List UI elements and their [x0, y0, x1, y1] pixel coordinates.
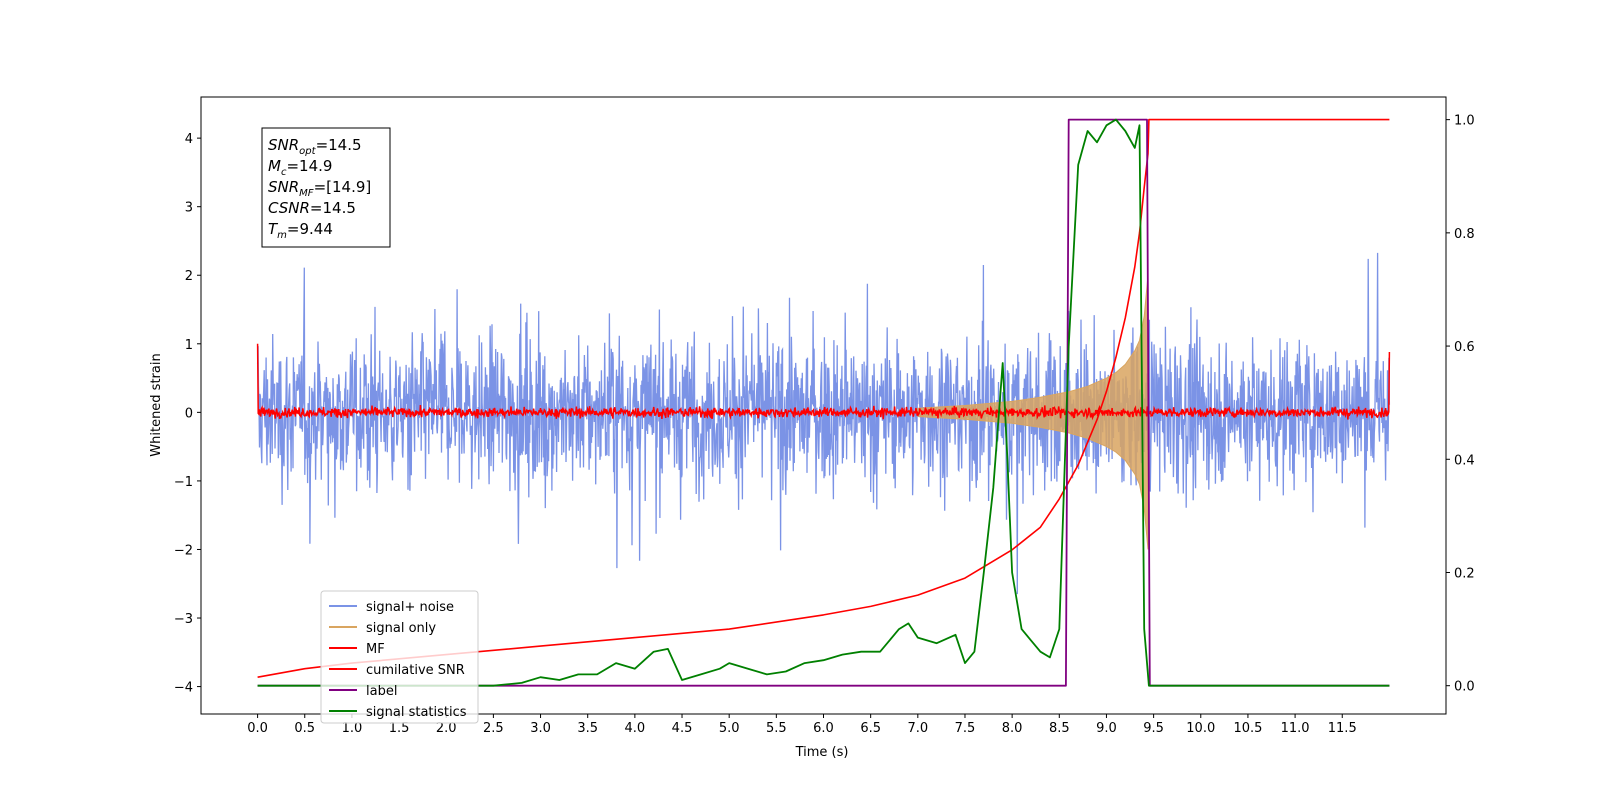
- y2-tick-label: 0.2: [1454, 566, 1475, 581]
- x-tick-label: 2.0: [436, 721, 457, 736]
- x-tick-label: 9.0: [1096, 721, 1117, 736]
- x-tick-label: 1.5: [389, 721, 410, 736]
- x-tick-label: 1.0: [342, 721, 363, 736]
- x-tick-label: 0.5: [294, 721, 315, 736]
- x-tick-label: 8.5: [1049, 721, 1070, 736]
- legend-label: signal+ noise: [366, 600, 454, 615]
- x-tick-label: 5.5: [766, 721, 787, 736]
- y-tick-label: 3: [185, 201, 193, 216]
- info-box-line: Mc=14.9: [268, 157, 332, 178]
- info-box-frame: [261, 127, 391, 248]
- series-signal-noise: [256, 252, 1391, 595]
- series-signal-only: [917, 275, 1149, 550]
- legend-label: MF: [366, 642, 385, 657]
- x-tick-label: 3.0: [530, 721, 551, 736]
- info-box-line: SNRMF=[14.9]: [268, 178, 371, 199]
- x-tick-label: 6.0: [813, 721, 834, 736]
- y-tick-label: 1: [185, 338, 193, 353]
- x-tick-label: 6.5: [860, 721, 881, 736]
- x-tick-label: 5.0: [719, 721, 740, 736]
- y-axis-label: Whitened strain: [149, 353, 164, 456]
- x-tick-label: 4.5: [672, 721, 693, 736]
- series-signal-statistics: [257, 118, 1390, 687]
- x-tick-label: 3.5: [577, 721, 598, 736]
- y2-tick-label: 0.0: [1454, 680, 1475, 695]
- y-tick-label: 0: [185, 406, 193, 421]
- x-tick-label: 9.5: [1143, 721, 1164, 736]
- y2-tick-label: 0.6: [1454, 340, 1475, 355]
- legend-label: signal statistics: [366, 705, 467, 720]
- x-tick-label: 2.5: [483, 721, 504, 736]
- legend-frame: [320, 590, 479, 724]
- info-box-line: SNRopt=14.5: [268, 136, 362, 157]
- y-tick-label: 4: [185, 132, 193, 147]
- y-tick-label: −2: [174, 543, 193, 558]
- series-cumulative-snr: [257, 118, 1390, 678]
- series-mf: [256, 343, 1391, 421]
- y-tick-label: −1: [174, 475, 193, 490]
- y2-tick-label: 1.0: [1454, 114, 1475, 129]
- legend-label: cumilative SNR: [366, 663, 465, 678]
- x-tick-label: 11.5: [1328, 721, 1357, 736]
- legend-label: signal only: [366, 621, 436, 636]
- y-tick-label: 2: [185, 269, 193, 284]
- y-tick-label: −4: [174, 681, 193, 696]
- x-tick-label: 7.0: [907, 721, 928, 736]
- y2-tick-label: 0.4: [1454, 453, 1475, 468]
- x-tick-label: 0.0: [247, 721, 268, 736]
- x-axis-label: Time (s): [795, 745, 849, 760]
- legend: signal+ noise signal only MF cumilative SNR…: [320, 590, 479, 724]
- y-tick-label: −3: [174, 612, 193, 627]
- info-box-line: CSNR=14.5: [268, 199, 356, 217]
- x-tick-label: 4.0: [625, 721, 646, 736]
- info-box-line: Tm=9.44: [268, 220, 333, 241]
- x-tick-label: 11.0: [1281, 721, 1310, 736]
- y2-tick-label: 0.8: [1454, 227, 1475, 242]
- x-tick-label: 8.0: [1002, 721, 1023, 736]
- x-tick-label: 7.5: [955, 721, 976, 736]
- x-tick-label: 10.5: [1233, 721, 1262, 736]
- x-tick-label: 10.0: [1186, 721, 1215, 736]
- legend-label: label: [366, 684, 397, 699]
